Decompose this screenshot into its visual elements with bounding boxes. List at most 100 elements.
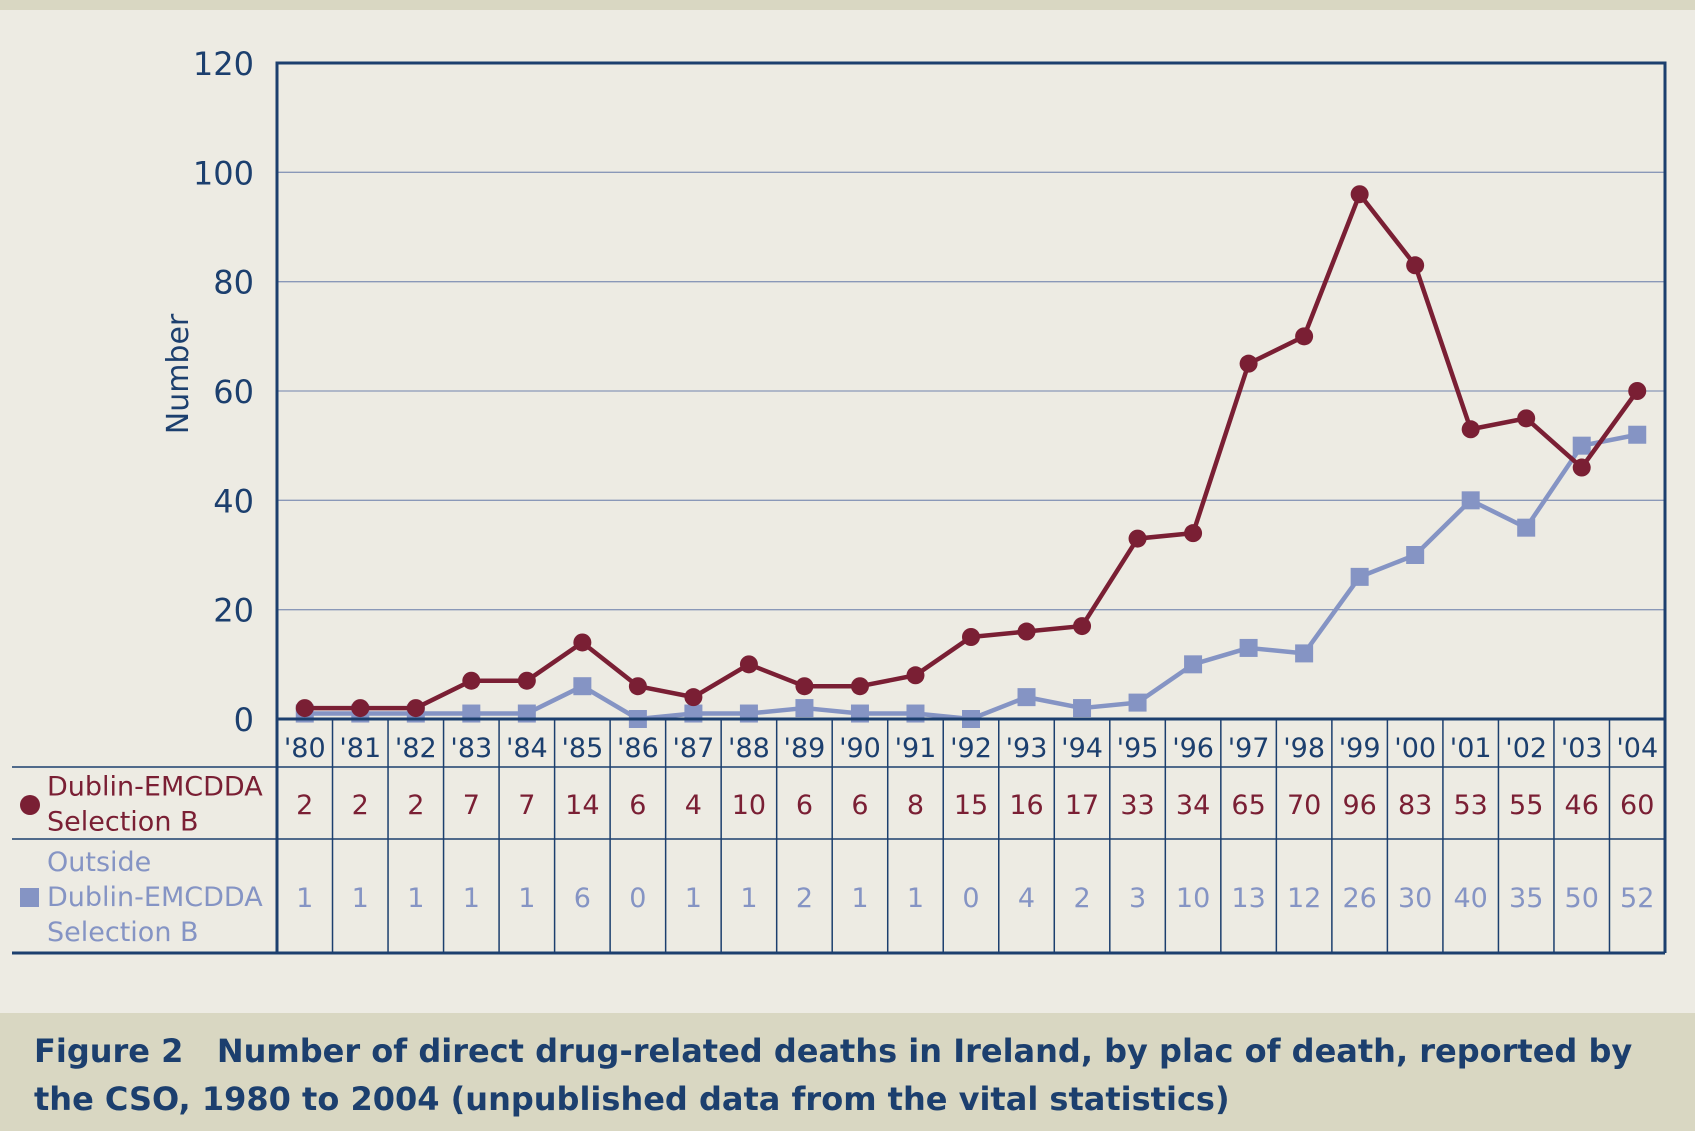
x-tick-label: '95	[1117, 733, 1159, 764]
outside-point	[1350, 567, 1369, 586]
x-tick-label: '84	[506, 733, 548, 764]
y-axis-label: Number	[161, 313, 196, 434]
table-value: 60	[1620, 790, 1654, 821]
table-value: 30	[1398, 883, 1432, 914]
dublin-point	[1517, 409, 1536, 428]
outside-line	[304, 432, 1638, 722]
table-value: 2	[1073, 883, 1090, 914]
x-tick-label: '00	[1394, 733, 1436, 764]
table-value: 33	[1120, 790, 1154, 821]
series-row-label: Outside	[47, 847, 151, 878]
table-value: 1	[407, 883, 424, 914]
x-tick-label: '80	[284, 733, 326, 764]
dublin-point	[628, 677, 647, 696]
series-lines	[295, 185, 1647, 728]
table-value: 4	[685, 790, 702, 821]
table-value: 15	[954, 790, 988, 821]
table-value: 14	[565, 790, 599, 821]
table-value: 65	[1231, 790, 1265, 821]
x-tick-label: '82	[395, 733, 437, 764]
table-value: 0	[629, 883, 646, 914]
x-tick-label: '01	[1450, 733, 1492, 764]
dublin-point	[739, 655, 758, 674]
series-row-label: Selection B	[47, 807, 199, 838]
table-value: 2	[352, 790, 369, 821]
table-value: 1	[352, 883, 369, 914]
dublin-point	[517, 671, 536, 690]
outside-point	[795, 699, 814, 718]
dublin-point	[1628, 382, 1647, 400]
y-tick-label: 60	[213, 373, 254, 411]
dublin-point	[906, 666, 925, 685]
table-value: 53	[1454, 790, 1488, 821]
dublin-point	[1350, 185, 1369, 204]
dublin-point	[1295, 327, 1314, 346]
x-tick-label: '86	[617, 733, 659, 764]
x-tick-label: '97	[1228, 733, 1270, 764]
x-tick-label: '03	[1561, 733, 1603, 764]
table-value: 34	[1176, 790, 1210, 821]
table-value: 10	[1176, 883, 1210, 914]
table-value: 50	[1565, 883, 1599, 914]
figure-caption-text: Number of direct drug-related deaths in …	[34, 1032, 1644, 1118]
dublin-point	[573, 633, 592, 652]
figure-label: Figure 2	[34, 1032, 184, 1070]
data-table: '80 '81 '82 '83 '84 '85 '86 '87 '88 '89 '90 '91 '92 '…	[12, 719, 1667, 955]
table-value: 1	[685, 883, 702, 914]
dublin-point	[351, 699, 370, 718]
table-value: 6	[796, 790, 813, 821]
outside-point	[1073, 699, 1092, 718]
table-value: 55	[1509, 790, 1543, 821]
table-value: 1	[740, 883, 757, 914]
table-value: 12	[1287, 883, 1321, 914]
gridlines	[277, 171, 1665, 611]
outside-point	[1128, 693, 1147, 712]
table-value: 2	[796, 883, 813, 914]
table-value: 8	[907, 790, 924, 821]
table-value: 83	[1398, 790, 1432, 821]
table-value: 1	[463, 883, 480, 914]
table-value: 96	[1342, 790, 1376, 821]
table-value: 13	[1231, 883, 1265, 914]
y-tick-label: 20	[213, 592, 254, 630]
table-value: 52	[1620, 883, 1654, 914]
dublin-point	[1184, 524, 1203, 543]
x-tick-label: '96	[1172, 733, 1214, 764]
outside-point	[1239, 638, 1258, 657]
x-tick-label: '83	[450, 733, 492, 764]
table-value: 6	[629, 790, 646, 821]
x-tick-label: '88	[728, 733, 770, 764]
y-tick-label: 40	[213, 482, 254, 520]
table-value: 3	[1129, 883, 1146, 914]
dublin-point	[684, 688, 703, 707]
table-value: 70	[1287, 790, 1321, 821]
table-value: 1	[296, 883, 313, 914]
outside-point	[1628, 425, 1647, 444]
legend-marker-dublin	[20, 795, 40, 815]
dublin-point	[1239, 354, 1258, 373]
dublin-point	[850, 677, 869, 696]
series-row-label: Dublin-EMCDDA	[47, 882, 263, 913]
outside-point	[1572, 436, 1591, 455]
outside-point	[1295, 644, 1314, 663]
table-value: 6	[574, 883, 591, 914]
series-row-label: Dublin-EMCDDA	[47, 772, 263, 803]
x-tick-label: '98	[1283, 733, 1325, 764]
x-tick-label: '87	[673, 733, 715, 764]
table-value: 46	[1565, 790, 1599, 821]
legend-marker-outside	[20, 888, 39, 907]
y-tick-label: 120	[193, 45, 254, 83]
dublin-point	[1017, 622, 1036, 641]
outside-point	[1184, 655, 1203, 674]
x-tick-label: '93	[1006, 733, 1048, 764]
plot-frame	[275, 61, 1667, 721]
dublin-point	[1073, 617, 1092, 636]
table-value: 1	[907, 883, 924, 914]
axes: 0 20 40 60 80 100 120	[193, 45, 1667, 739]
dublin-point	[462, 671, 481, 690]
dublin-point	[962, 628, 980, 646]
x-tick-label: '91	[895, 733, 937, 764]
table-value: 2	[296, 790, 313, 821]
table-value: 40	[1454, 883, 1488, 914]
table-value: 26	[1342, 883, 1376, 914]
